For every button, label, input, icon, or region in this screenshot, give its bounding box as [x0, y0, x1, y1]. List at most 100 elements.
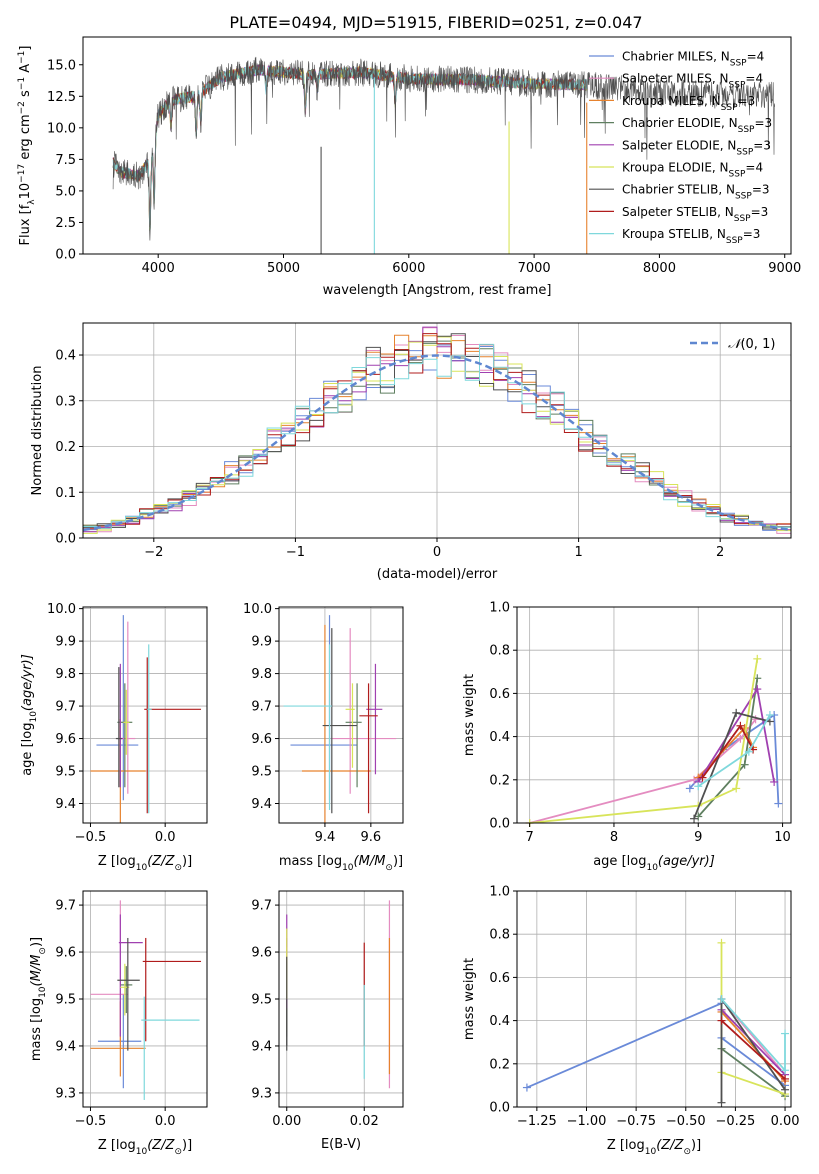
label-part: Salpeter ELODIE, N [622, 138, 736, 152]
error-bars [283, 615, 397, 823]
y-tick-label: 0.2 [55, 440, 76, 455]
label-part: 10 [29, 711, 39, 723]
label-part: −17 [17, 164, 27, 183]
x-tick-label: 7000 [518, 261, 551, 276]
label-part: )] [29, 937, 44, 947]
figure-title: PLATE=0494, MJD=51915, FIBERID=0251, z=0… [229, 13, 642, 32]
histogram-step-line [83, 343, 791, 533]
y-tick-label: 0.4 [489, 1014, 510, 1029]
label-part: =4 [745, 161, 763, 175]
y-tick-label: 9.6 [55, 946, 76, 961]
x-tick-label: 0.00 [272, 1114, 301, 1129]
axes-residuals: −2 −1 0 1 2 0.0 0.1 0.2 0.3 0.4 (data-model)/error… [30, 322, 792, 582]
y-tick-label: 0.1 [55, 486, 76, 501]
weight-series-line [720, 1019, 786, 1080]
y-tick-label: 9.7 [251, 700, 272, 715]
label-part: =3 [753, 138, 771, 152]
label-part: (Z/Z [147, 854, 175, 869]
label-part: 10 [645, 1147, 657, 1157]
label-part: A [18, 64, 33, 77]
x-tick-label: 2 [716, 545, 724, 560]
label-part: ⊙ [683, 1147, 691, 1157]
y-tick-label: 10.0 [243, 602, 272, 617]
x-tick-label: 0 [433, 545, 441, 560]
label-part: s [18, 90, 33, 101]
legend-entry: Kroupa ELODIE, NSSP=4 [622, 161, 763, 180]
x-tick-label: 10 [774, 830, 791, 845]
y-tick-label: 9.5 [55, 765, 76, 780]
x-tick-label: 5000 [267, 261, 300, 276]
axes-weight-vs-Z: −1.25 −1.00 −0.75 −0.50 −0.25 0.00 0.0 0.2 0.4 0.… [462, 885, 800, 1158]
x-axis-label: E(B-V) [321, 1137, 361, 1152]
label-part: )] [691, 1138, 701, 1153]
label-part: (Z/Z [147, 1138, 175, 1153]
label-part: Salpeter STELIB, N [622, 205, 734, 219]
x-tick-label: 1 [574, 545, 582, 560]
y-tick-label: 9.4 [55, 797, 76, 812]
axes-frame [278, 606, 404, 824]
label-part: 10 [136, 1147, 148, 1157]
x-tick-label: −2 [144, 545, 163, 560]
label-part: Flux [f [18, 204, 33, 245]
weight-series-line [720, 1009, 786, 1076]
x-tick-label: −1.00 [567, 1114, 607, 1129]
label-part: ] [18, 46, 33, 51]
y-tick-label: 0.8 [489, 644, 510, 659]
error-bars [286, 900, 391, 1089]
label-part: SSP [729, 81, 746, 91]
legend-entry: Salpeter MILES, NSSP=4 [622, 72, 763, 91]
x-tick-label: 0.02 [350, 1114, 379, 1129]
x-tick-label: 9 [694, 830, 702, 845]
axes-frame [82, 36, 792, 255]
x-tick-label: 4000 [142, 261, 175, 276]
label-part: 10 [38, 986, 48, 998]
y-axis-label: mass [log10(M/M⊙)] [29, 937, 48, 1061]
weight-lines [525, 654, 783, 827]
y-axis-label: mass weight [462, 958, 477, 1040]
legend-entry: Salpeter ELODIE, NSSP=3 [622, 138, 771, 157]
label-part: =3 [752, 183, 770, 197]
axes-mass-vs-Z: −0.5 0.09.39.49.59.69.7Z [log10(Z/Z⊙)]mas… [29, 890, 208, 1157]
y-tick-label: 9.3 [251, 1086, 272, 1101]
label-part: −1 [17, 77, 27, 90]
x-axis-label: wavelength [Angstrom, rest frame] [323, 283, 552, 298]
label-part: SSP [730, 59, 747, 69]
label-part: ⊙ [174, 863, 182, 873]
y-tick-label: 9.6 [251, 732, 272, 747]
y-tick-label: 9.9 [55, 635, 76, 650]
y-tick-label: 0.3 [55, 394, 76, 409]
y-tick-label: 10.0 [47, 602, 76, 617]
axes-frame [82, 606, 208, 824]
x-axis-label: mass [log10(M/M⊙)] [279, 854, 403, 873]
label-part: )] [393, 854, 403, 869]
y-tick-label: 9.7 [55, 899, 76, 914]
y-axis-label: mass weight [462, 674, 477, 756]
y-tick-label: 9.7 [251, 899, 272, 914]
spectrum-lines [112, 56, 775, 254]
y-tick-label: 9.8 [55, 667, 76, 682]
label-part: ⊙ [174, 1147, 182, 1157]
legend-entry: Kroupa STELIB, NSSP=3 [622, 227, 760, 246]
weight-lines [522, 938, 790, 1107]
x-tick-label: −1.25 [517, 1114, 557, 1129]
label-part: ⊙ [38, 947, 48, 955]
y-tick-label: 9.4 [251, 1039, 272, 1054]
y-tick-label: 0.2 [489, 1057, 510, 1072]
label-part: 10 [342, 863, 354, 873]
y-tick-label: 0.6 [489, 971, 510, 986]
axes-frame [516, 890, 792, 1108]
label-part: SSP [736, 147, 753, 157]
y-tick-label: 9.5 [55, 993, 76, 1008]
y-tick-label: 0.0 [489, 817, 510, 832]
x-tick-label: 0.0 [155, 1114, 176, 1129]
label-part: =4 [745, 72, 763, 86]
data-spectrum-line [112, 56, 775, 241]
label-part: 10 [136, 863, 148, 873]
label-part: age [log [593, 854, 646, 869]
label-part: Kroupa STELIB, N [622, 227, 726, 241]
y-tick-label: 7.5 [55, 153, 76, 168]
y-tick-label: 0.0 [55, 248, 76, 263]
